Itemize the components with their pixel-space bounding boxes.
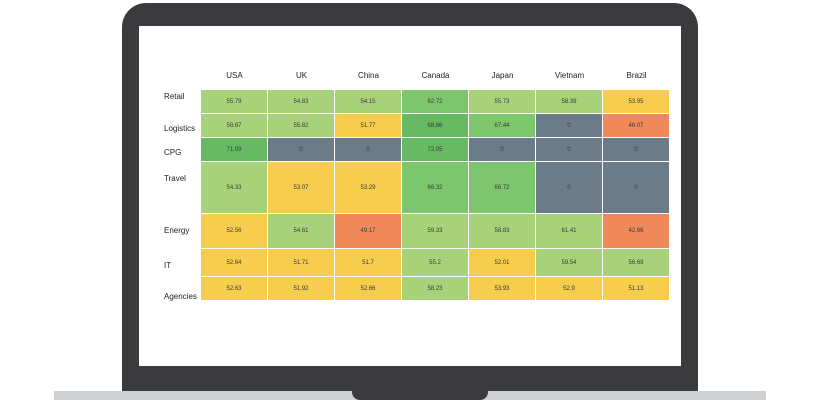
heatmap-cell: 55.2	[402, 249, 469, 277]
column-label: UK	[295, 71, 308, 80]
heatmap-cell: 54.33	[201, 162, 268, 214]
heatmap-cell: 51.77	[335, 114, 402, 138]
heatmap-cell: 51.13	[603, 277, 670, 301]
heatmap-cell: 54.61	[268, 214, 335, 249]
heatmap-cell: 56.69	[603, 249, 670, 277]
heatmap-cell: 52.64	[201, 249, 268, 277]
heatmap-cell: 71.09	[201, 138, 268, 162]
heatmap-cell: 62.72	[402, 90, 469, 114]
heatmap-cell: 42.66	[603, 214, 670, 249]
heatmap-cell: 54.15	[335, 90, 402, 114]
heatmap-cell: 59.54	[536, 249, 603, 277]
row-label: Retail	[164, 92, 185, 101]
laptop-screen: USA UK China Canada Japan Vietnam Brazil Retail…	[139, 26, 681, 366]
heatmap-cell: 52.01	[469, 249, 536, 277]
heatmap-cell: 0	[268, 138, 335, 162]
heatmap-cell: 0	[469, 138, 536, 162]
column-label: Vietnam	[554, 71, 585, 80]
heatmap-cell: 66.72	[469, 162, 536, 214]
row-label: CPG	[164, 148, 182, 157]
heatmap-cell: 61.41	[536, 214, 603, 249]
heatmap-cell: 58.67	[201, 114, 268, 138]
laptop-notch	[352, 388, 488, 400]
heatmap-cell: 53.29	[335, 162, 402, 214]
heatmap-cell: 58.23	[402, 277, 469, 301]
heatmap-cell: 0	[536, 162, 603, 214]
heatmap-cell: 52.56	[201, 214, 268, 249]
heatmap-cell: 58.39	[536, 90, 603, 114]
heatmap-cell: 49.17	[335, 214, 402, 249]
heatmap-cell: 72.05	[402, 138, 469, 162]
heatmap-cell: 52.9	[536, 277, 603, 301]
heatmap-cell: 55.79	[201, 90, 268, 114]
heatmap-cell: 67.44	[469, 114, 536, 138]
heatmap-cell: 0	[536, 138, 603, 162]
column-label: China	[358, 71, 379, 80]
heatmap-cell: 46.07	[603, 114, 670, 138]
heatmap-cell: 55.82	[268, 114, 335, 138]
heatmap-cell: 55.73	[469, 90, 536, 114]
row-label: IT	[164, 261, 172, 270]
row-label: Agencies	[164, 292, 197, 301]
heatmap-cell: 0	[335, 138, 402, 162]
heatmap-cell: 0	[603, 162, 670, 214]
column-label: USA	[226, 71, 243, 80]
heatmap-cell: 51.92	[268, 277, 335, 301]
heatmap-cell: 0	[536, 114, 603, 138]
row-label: Energy	[164, 226, 190, 235]
heatmap-cell: 53.93	[469, 277, 536, 301]
heatmap-cell: 52.66	[335, 277, 402, 301]
heatmap-cell: 51.71	[268, 249, 335, 277]
heatmap-cell: 59.33	[402, 214, 469, 249]
heatmap-cell: 52.63	[201, 277, 268, 301]
heatmap-cell: 53.07	[268, 162, 335, 214]
row-label: Travel	[164, 174, 186, 183]
heatmap-cell: 54.83	[268, 90, 335, 114]
heatmap-cell: 68.86	[402, 114, 469, 138]
row-label: Logistics	[164, 124, 196, 133]
heatmap-cell: 53.95	[603, 90, 670, 114]
column-label: Canada	[421, 71, 450, 80]
heatmap-cell: 0	[603, 138, 670, 162]
heatmap-cell: 51.7	[335, 249, 402, 277]
heatmap-cell: 66.32	[402, 162, 469, 214]
column-label: Japan	[491, 71, 514, 80]
heatmap-cell: 58.83	[469, 214, 536, 249]
column-label: Brazil	[626, 71, 647, 80]
